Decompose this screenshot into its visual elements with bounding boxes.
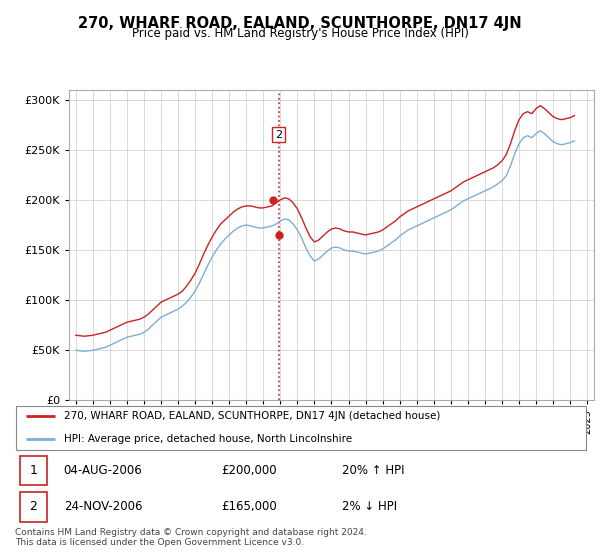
Text: HPI: Average price, detached house, North Lincolnshire: HPI: Average price, detached house, Nort…	[64, 435, 352, 444]
Text: 1: 1	[29, 464, 37, 477]
Text: Contains HM Land Registry data © Crown copyright and database right 2024.
This d: Contains HM Land Registry data © Crown c…	[15, 528, 367, 547]
Text: 2: 2	[275, 130, 282, 139]
Text: £200,000: £200,000	[221, 464, 277, 477]
FancyBboxPatch shape	[16, 406, 586, 450]
Text: 270, WHARF ROAD, EALAND, SCUNTHORPE, DN17 4JN: 270, WHARF ROAD, EALAND, SCUNTHORPE, DN1…	[78, 16, 522, 31]
Text: 2% ↓ HPI: 2% ↓ HPI	[341, 500, 397, 514]
Text: Price paid vs. HM Land Registry's House Price Index (HPI): Price paid vs. HM Land Registry's House …	[131, 27, 469, 40]
Text: 24-NOV-2006: 24-NOV-2006	[64, 500, 142, 514]
Text: 04-AUG-2006: 04-AUG-2006	[64, 464, 142, 477]
Text: 2: 2	[29, 500, 37, 514]
Text: 270, WHARF ROAD, EALAND, SCUNTHORPE, DN17 4JN (detached house): 270, WHARF ROAD, EALAND, SCUNTHORPE, DN1…	[64, 412, 440, 421]
Text: £165,000: £165,000	[221, 500, 277, 514]
FancyBboxPatch shape	[20, 492, 47, 521]
FancyBboxPatch shape	[20, 456, 47, 485]
Text: 20% ↑ HPI: 20% ↑ HPI	[341, 464, 404, 477]
